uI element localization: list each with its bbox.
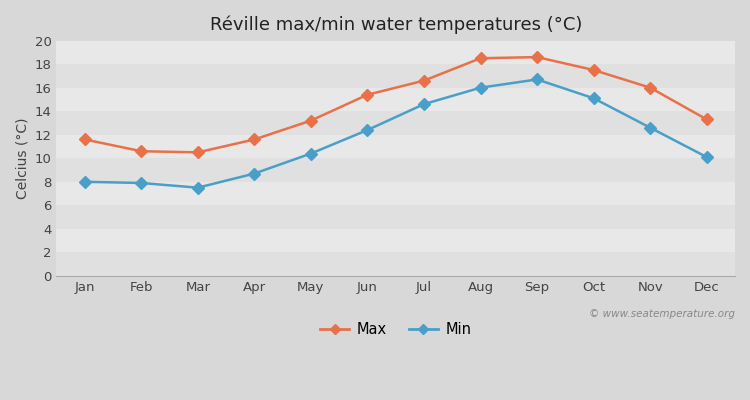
Min [532,77,542,82]
Bar [56,252,735,276]
Y-axis label: Celcius (°C): Celcius (°C) [15,118,29,199]
Min [194,185,202,190]
Legend: Max, Min: Max, Min [314,316,477,343]
Max [136,149,146,154]
Max [307,118,316,123]
Max [250,137,259,142]
Max [419,78,428,83]
Max [532,55,542,60]
Title: Réville max/min water temperatures (°C): Réville max/min water temperatures (°C) [209,15,582,34]
Bar [56,205,735,229]
Min [250,171,259,176]
Line: Min: Min [80,75,711,192]
Bar [56,41,735,64]
Min [702,155,711,160]
Text: © www.seatemperature.org: © www.seatemperature.org [589,309,735,319]
Bar [56,135,735,158]
Min [307,151,316,156]
Min [476,85,485,90]
Max [80,137,89,142]
Max [476,56,485,61]
Max [590,68,598,72]
Bar [56,88,735,111]
Bar [56,111,735,135]
Max [194,150,202,155]
Min [80,179,89,184]
Bar [56,64,735,88]
Min [363,128,372,132]
Max [646,85,655,90]
Min [590,96,598,101]
Min [136,180,146,185]
Max [702,117,711,122]
Bar [56,158,735,182]
Line: Max: Max [80,53,711,156]
Min [419,102,428,106]
Min [646,125,655,130]
Max [363,92,372,97]
Bar [56,182,735,205]
Bar [56,229,735,252]
